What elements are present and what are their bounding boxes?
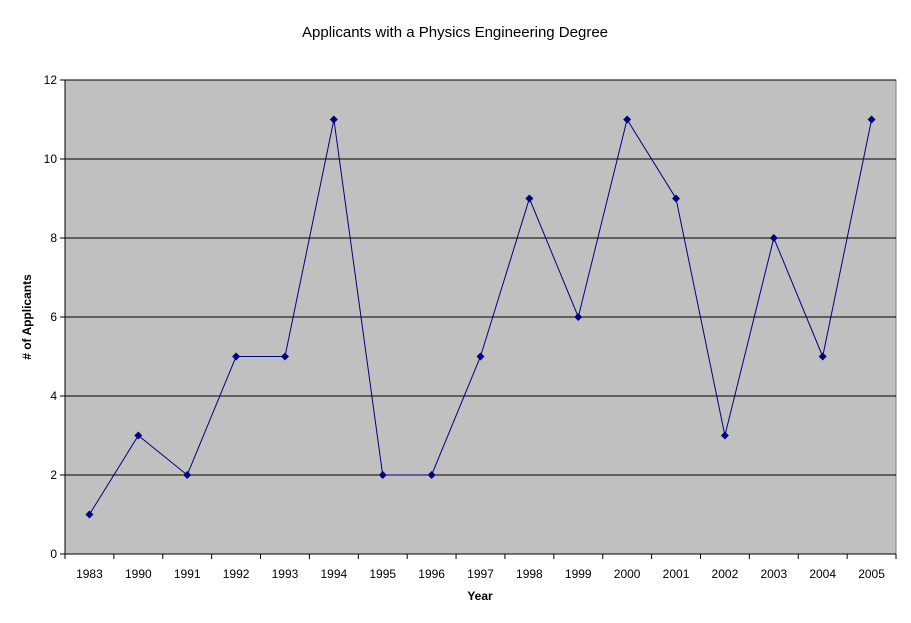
data-point-1997 <box>476 352 485 361</box>
data-point-1990 <box>134 431 143 440</box>
x-tick-label-1995: 1995 <box>369 567 396 581</box>
chart-title: Applicants with a Physics Engineering De… <box>302 24 608 41</box>
x-tick-label-1996: 1996 <box>418 567 445 581</box>
x-tick-label-1994: 1994 <box>321 567 348 581</box>
data-point-1995 <box>378 471 387 479</box>
y-axis-title: # of Applicants <box>20 274 34 360</box>
y-tick-label-6: 6 <box>50 310 57 324</box>
y-tick-label-10: 10 <box>44 152 58 166</box>
x-tick-label-2003: 2003 <box>760 567 787 581</box>
x-tick-label-2001: 2001 <box>663 567 690 581</box>
data-point-1994 <box>329 115 338 124</box>
data-point-2002 <box>720 431 729 440</box>
data-point-2003 <box>769 234 778 242</box>
x-tick-label-1999: 1999 <box>565 567 592 581</box>
data-point-1983 <box>85 510 94 519</box>
x-tick-label-2004: 2004 <box>809 567 836 581</box>
x-tick-label-1992: 1992 <box>223 567 250 581</box>
y-tick-label-8: 8 <box>50 231 57 245</box>
data-point-2001 <box>672 194 681 203</box>
data-point-1992 <box>232 352 241 361</box>
x-tick-label-1991: 1991 <box>174 567 201 581</box>
x-tick-label-1983: 1983 <box>76 567 103 581</box>
axes <box>60 79 897 559</box>
x-tick-label-1997: 1997 <box>467 567 494 581</box>
data-point-1993 <box>280 352 289 361</box>
series-markers <box>85 115 876 519</box>
x-tick-label-1998: 1998 <box>516 567 543 581</box>
data-point-1999 <box>574 313 583 321</box>
x-tick-labels: 1983 1990 1991 1992 1993 1994 1995 1996 1997 1998… <box>76 567 885 581</box>
data-point-2000 <box>623 115 632 124</box>
x-tick-label-1990: 1990 <box>125 567 152 581</box>
x-axis-title: Year <box>467 589 493 603</box>
data-point-1998 <box>525 194 534 203</box>
y-tick-label-0: 0 <box>50 547 57 561</box>
y-tick-label-2: 2 <box>50 468 57 482</box>
x-tick-label-1993: 1993 <box>272 567 299 581</box>
y-tick-labels: 0 2 4 6 8 10 12 <box>44 73 58 561</box>
data-point-2004 <box>818 352 827 361</box>
gridlines <box>65 79 896 476</box>
x-tick-label-2000: 2000 <box>614 567 641 581</box>
x-tick-label-2002: 2002 <box>712 567 739 581</box>
data-point-1991 <box>183 471 192 479</box>
x-tick-label-2005: 2005 <box>858 567 885 581</box>
data-point-2005 <box>867 115 876 124</box>
data-point-1996 <box>427 471 436 479</box>
y-tick-label-12: 12 <box>44 73 58 87</box>
y-tick-label-4: 4 <box>50 389 57 403</box>
